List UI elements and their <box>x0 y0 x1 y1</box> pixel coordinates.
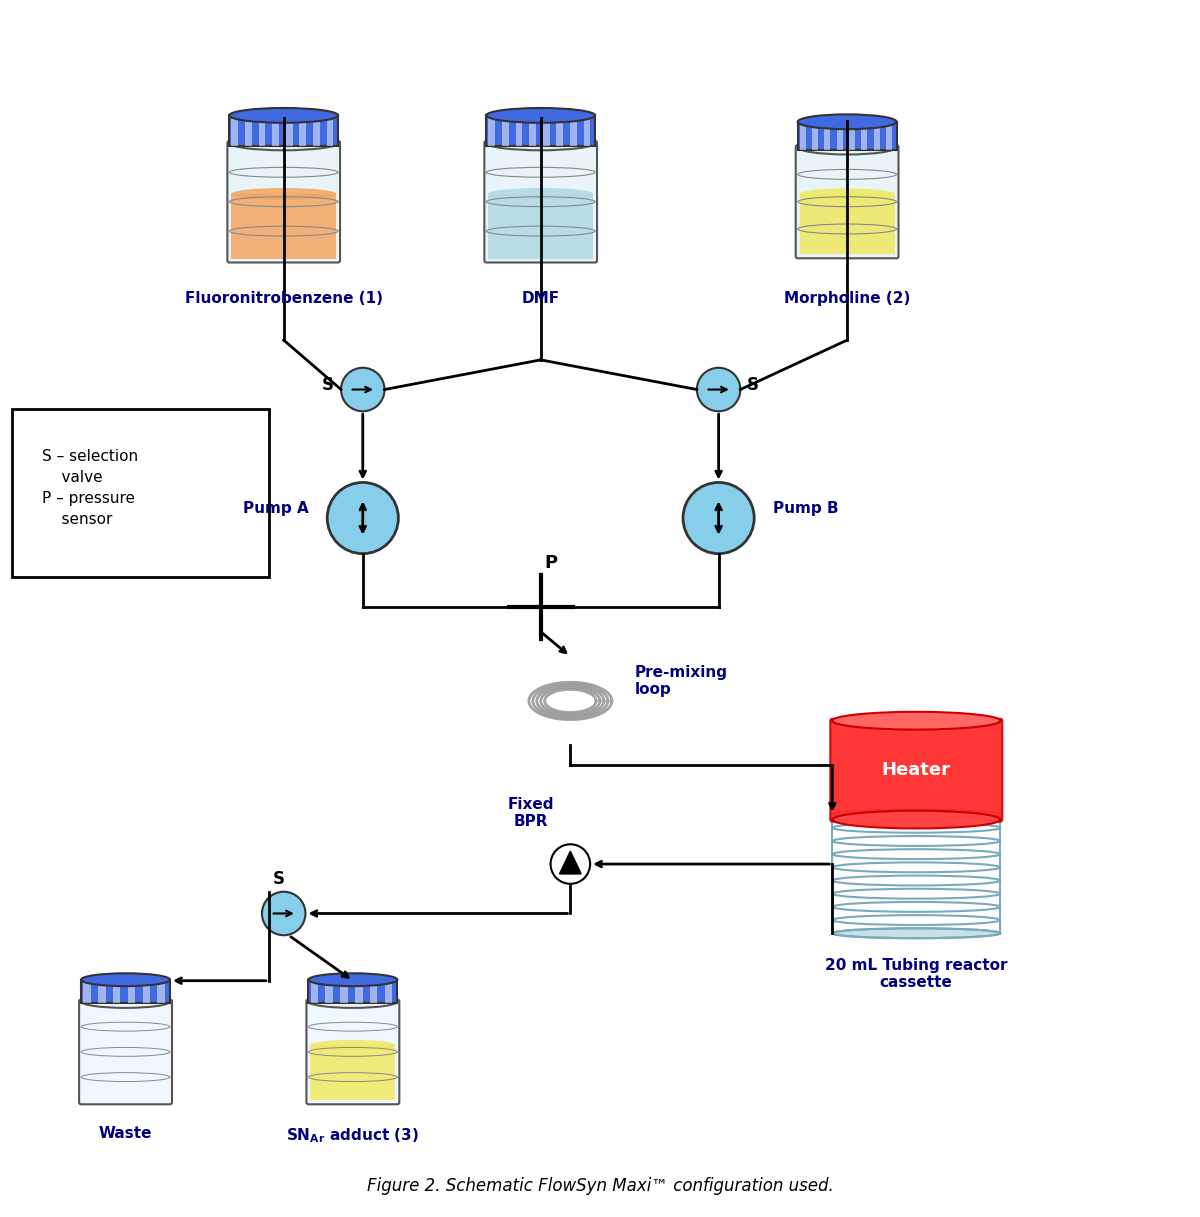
FancyBboxPatch shape <box>485 141 598 263</box>
Bar <box>488 194 593 258</box>
Circle shape <box>341 368 384 411</box>
Bar <box>370 980 377 1004</box>
Bar <box>272 116 278 146</box>
Bar <box>542 116 550 146</box>
Bar <box>799 122 805 150</box>
Ellipse shape <box>486 108 595 123</box>
Bar <box>299 116 306 146</box>
Text: Pump A: Pump A <box>242 500 308 516</box>
Bar <box>229 116 338 146</box>
Bar <box>836 122 842 150</box>
Ellipse shape <box>798 114 896 129</box>
Text: Pump B: Pump B <box>773 500 839 516</box>
Text: 20 mL Tubing reactor
cassette: 20 mL Tubing reactor cassette <box>826 958 1008 991</box>
Ellipse shape <box>308 974 397 986</box>
Text: Waste: Waste <box>98 1126 152 1142</box>
Text: S: S <box>322 376 334 393</box>
Bar <box>812 122 818 150</box>
Bar <box>82 980 170 1004</box>
Ellipse shape <box>82 974 170 986</box>
Text: DMF: DMF <box>522 291 559 305</box>
Bar <box>98 980 106 1004</box>
FancyBboxPatch shape <box>796 145 899 258</box>
Bar <box>313 116 319 146</box>
Bar <box>799 195 894 254</box>
Text: S: S <box>272 870 284 888</box>
Ellipse shape <box>799 189 894 200</box>
Ellipse shape <box>82 996 170 1008</box>
Bar <box>488 116 496 146</box>
Ellipse shape <box>798 140 896 155</box>
Bar <box>557 116 563 146</box>
Ellipse shape <box>308 996 397 1008</box>
Circle shape <box>551 845 590 884</box>
Bar <box>341 980 348 1004</box>
Bar <box>529 116 536 146</box>
Ellipse shape <box>833 929 1001 938</box>
Text: Fixed
BPR: Fixed BPR <box>508 797 554 830</box>
Text: S – selection
    valve
P – pressure
    sensor: S – selection valve P – pressure sensor <box>42 449 138 527</box>
Bar <box>583 116 590 146</box>
Bar <box>848 122 856 150</box>
Bar <box>258 116 265 146</box>
Bar <box>232 116 238 146</box>
Polygon shape <box>559 851 581 874</box>
Bar <box>326 116 334 146</box>
Bar <box>385 980 392 1004</box>
Text: Fluoronitrobenzene (1): Fluoronitrobenzene (1) <box>185 291 383 305</box>
Ellipse shape <box>311 1039 395 1050</box>
Circle shape <box>683 482 754 554</box>
Bar <box>308 980 397 1004</box>
Ellipse shape <box>488 187 593 200</box>
Bar <box>486 116 595 146</box>
Circle shape <box>697 368 740 411</box>
Bar <box>570 116 577 146</box>
Circle shape <box>328 482 398 554</box>
Text: Heater: Heater <box>882 761 950 779</box>
Bar <box>286 116 293 146</box>
Text: P: P <box>544 555 557 572</box>
Bar <box>798 122 896 150</box>
Circle shape <box>262 892 306 935</box>
FancyBboxPatch shape <box>830 719 1002 821</box>
Bar <box>824 122 830 150</box>
Bar <box>232 194 336 258</box>
Bar <box>874 122 880 150</box>
Bar <box>355 980 362 1004</box>
Bar <box>143 980 150 1004</box>
Text: SN$_\mathregular{Ar}$ adduct (3): SN$_\mathregular{Ar}$ adduct (3) <box>287 1126 420 1145</box>
Ellipse shape <box>486 135 595 150</box>
Bar <box>157 980 164 1004</box>
FancyBboxPatch shape <box>12 409 269 577</box>
Bar <box>311 980 318 1004</box>
Text: Pre-mixing
loop: Pre-mixing loop <box>635 664 727 697</box>
Bar <box>311 1045 395 1100</box>
Text: Morpholine (2): Morpholine (2) <box>784 291 911 305</box>
FancyBboxPatch shape <box>227 141 340 263</box>
FancyBboxPatch shape <box>79 999 172 1104</box>
Text: Figure 2. Schematic FlowSyn Maxi™ configuration used.: Figure 2. Schematic FlowSyn Maxi™ config… <box>367 1177 833 1195</box>
Ellipse shape <box>232 187 336 200</box>
Bar <box>245 116 252 146</box>
Bar <box>127 980 136 1004</box>
Ellipse shape <box>229 135 338 150</box>
Ellipse shape <box>229 108 338 123</box>
Bar <box>886 122 893 150</box>
Ellipse shape <box>833 811 1001 829</box>
Bar <box>83 980 91 1004</box>
Bar <box>502 116 509 146</box>
Text: S: S <box>748 376 760 393</box>
Ellipse shape <box>833 712 1001 730</box>
Bar <box>325 980 332 1004</box>
Bar <box>113 980 120 1004</box>
Bar <box>862 122 868 150</box>
FancyBboxPatch shape <box>306 999 400 1104</box>
Bar <box>516 116 522 146</box>
